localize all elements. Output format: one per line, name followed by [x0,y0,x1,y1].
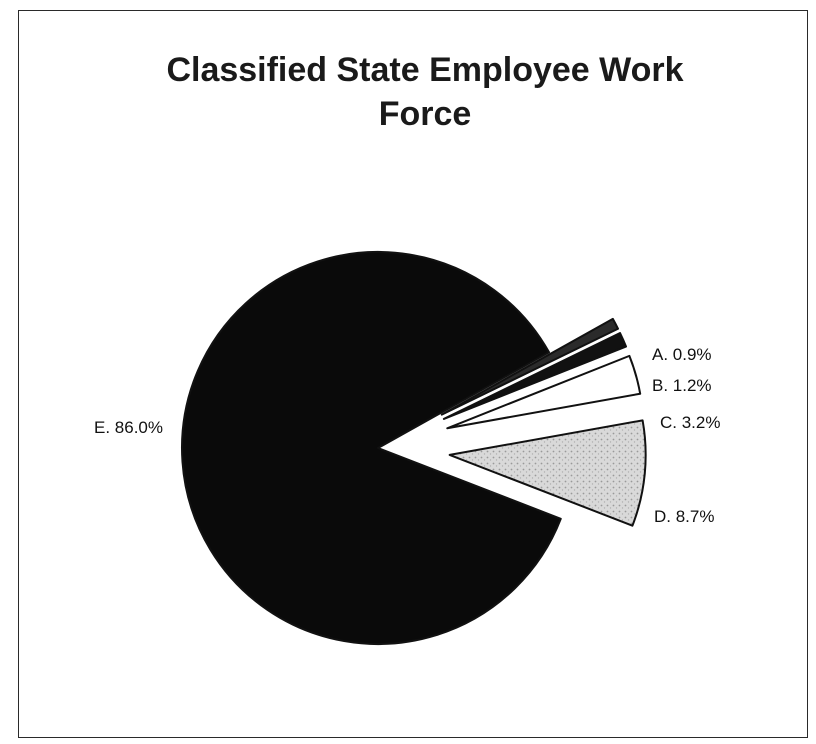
pie-labels: A. 0.9% B. 1.2% C. 3.2% D. 8.7% E. 86.0% [94,345,720,526]
slice-label-b: B. 1.2% [652,376,712,395]
pie-slice-b [442,332,628,420]
pie-slices [181,251,647,645]
pie-slice-e [181,251,562,645]
pie-slice-d [448,419,647,527]
pie-slice-c [446,354,642,430]
slice-label-c: C. 3.2% [660,413,720,432]
pie-slice-a [440,317,619,416]
slice-label-a: A. 0.9% [652,345,712,364]
chart-title: Classified State Employee Work Force [166,51,684,133]
slice-label-d: D. 8.7% [654,507,714,526]
slice-label-e: E. 86.0% [94,418,163,437]
